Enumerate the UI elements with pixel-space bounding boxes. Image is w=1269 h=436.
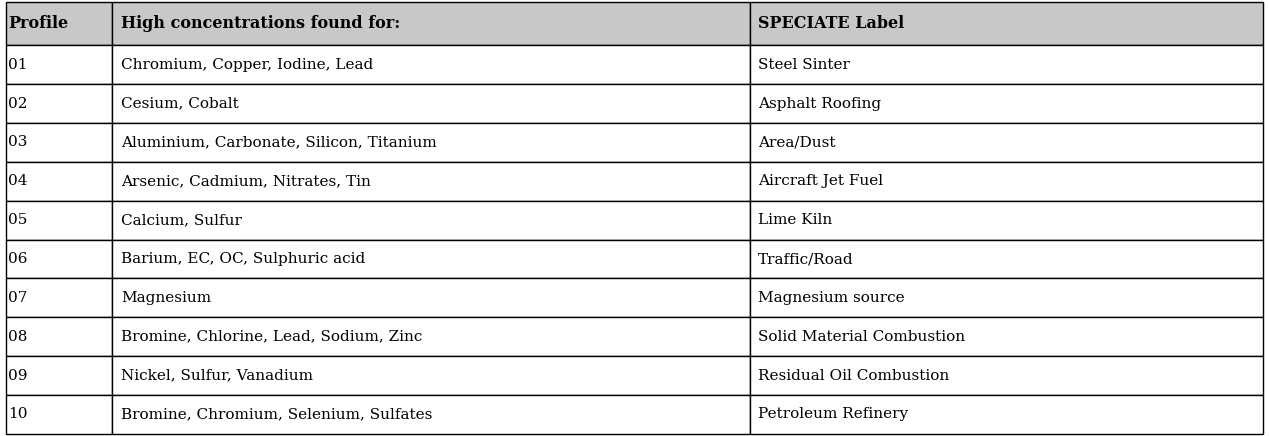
Bar [112,240,750,279]
Text: 05: 05 [8,213,28,227]
Bar [6,356,112,395]
Text: 07: 07 [8,291,28,305]
Bar [6,317,112,356]
Bar [6,201,112,240]
Bar [750,84,1263,123]
Text: Nickel, Sulfur, Vanadium: Nickel, Sulfur, Vanadium [122,368,313,382]
Bar [112,356,750,395]
Bar [6,279,112,317]
Text: Profile: Profile [8,15,69,32]
Bar [112,2,750,45]
Bar [750,356,1263,395]
Bar [6,162,112,201]
Bar [750,45,1263,84]
Bar [750,395,1263,434]
Bar [750,201,1263,240]
Bar [750,2,1263,45]
Text: Lime Kiln: Lime Kiln [758,213,832,227]
Text: High concentrations found for:: High concentrations found for: [122,15,401,32]
Bar [6,2,112,45]
Bar [112,279,750,317]
Bar [112,162,750,201]
Text: 08: 08 [8,330,28,344]
Bar [750,123,1263,162]
Text: 02: 02 [8,97,28,111]
Bar [6,45,112,84]
Bar [750,279,1263,317]
Bar [750,317,1263,356]
Text: 04: 04 [8,174,28,188]
Text: Steel Sinter: Steel Sinter [758,58,850,72]
Text: Asphalt Roofing: Asphalt Roofing [758,97,881,111]
Text: Bromine, Chromium, Selenium, Sulfates: Bromine, Chromium, Selenium, Sulfates [122,407,433,422]
Bar [112,395,750,434]
Text: SPECIATE Label: SPECIATE Label [758,15,904,32]
Bar [750,162,1263,201]
Bar [112,317,750,356]
Bar [6,240,112,279]
Text: 03: 03 [8,136,28,150]
Text: 01: 01 [8,58,28,72]
Bar [6,395,112,434]
Text: 06: 06 [8,252,28,266]
Text: Aircraft Jet Fuel: Aircraft Jet Fuel [758,174,883,188]
Text: Residual Oil Combustion: Residual Oil Combustion [758,368,949,382]
Bar [112,201,750,240]
Text: Magnesium source: Magnesium source [758,291,905,305]
Text: Aluminium, Carbonate, Silicon, Titanium: Aluminium, Carbonate, Silicon, Titanium [122,136,438,150]
Bar [112,123,750,162]
Bar [112,45,750,84]
Bar [6,123,112,162]
Text: Cesium, Cobalt: Cesium, Cobalt [122,97,239,111]
Text: Petroleum Refinery: Petroleum Refinery [758,407,907,422]
Text: Area/Dust: Area/Dust [758,136,835,150]
Bar [112,84,750,123]
Text: Solid Material Combustion: Solid Material Combustion [758,330,964,344]
Text: Arsenic, Cadmium, Nitrates, Tin: Arsenic, Cadmium, Nitrates, Tin [122,174,372,188]
Text: Barium, EC, OC, Sulphuric acid: Barium, EC, OC, Sulphuric acid [122,252,365,266]
Text: 10: 10 [8,407,28,422]
Bar [750,240,1263,279]
Text: Magnesium: Magnesium [122,291,212,305]
Bar [6,84,112,123]
Text: Traffic/Road: Traffic/Road [758,252,853,266]
Text: Calcium, Sulfur: Calcium, Sulfur [122,213,242,227]
Text: 09: 09 [8,368,28,382]
Text: Bromine, Chlorine, Lead, Sodium, Zinc: Bromine, Chlorine, Lead, Sodium, Zinc [122,330,423,344]
Text: Chromium, Copper, Iodine, Lead: Chromium, Copper, Iodine, Lead [122,58,373,72]
